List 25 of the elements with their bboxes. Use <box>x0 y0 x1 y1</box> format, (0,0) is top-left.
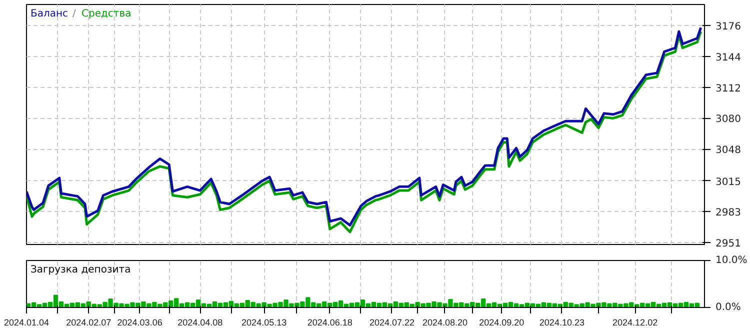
text: Средства <box>82 8 132 20</box>
y-tick-label: 3176 <box>716 22 741 33</box>
y-tick-label: 10.0% <box>716 255 748 266</box>
x-tick-label: 2024.03.06 <box>117 318 162 328</box>
chart-title: Загрузка депозита <box>30 264 131 276</box>
y-tick-label: 2983 <box>716 208 741 219</box>
x-tick-label: 2024.06.18 <box>307 318 352 328</box>
text: Баланс <box>30 8 68 20</box>
y-tick-label: 3144 <box>716 52 741 64</box>
y-tick-label: 3048 <box>716 145 741 156</box>
x-tick-label: 2024.07.22 <box>369 318 415 328</box>
x-tick-label: 2024.10.23 <box>539 318 584 328</box>
x-tick-label: 2024.12.02 <box>612 318 658 328</box>
x-tick-label: 2024.05.13 <box>242 318 287 328</box>
y-tick-label: 0.0% <box>716 302 741 313</box>
x-tick-label: 2024.09.20 <box>479 318 524 328</box>
x-tick-label: 2024.02.07 <box>66 318 112 328</box>
x-tick-label: 2024.04.08 <box>178 318 223 328</box>
y-tick-label: 2951 <box>716 238 741 250</box>
annotation: / <box>72 8 76 20</box>
x-tick-label: 2024.08.20 <box>422 318 468 328</box>
y-tick-label: 3112 <box>716 83 741 94</box>
y-tick-label: 3080 <box>716 114 741 126</box>
y-tick-label: 3015 <box>716 176 741 188</box>
x-tick-label: 2024.01.04 <box>4 318 50 328</box>
